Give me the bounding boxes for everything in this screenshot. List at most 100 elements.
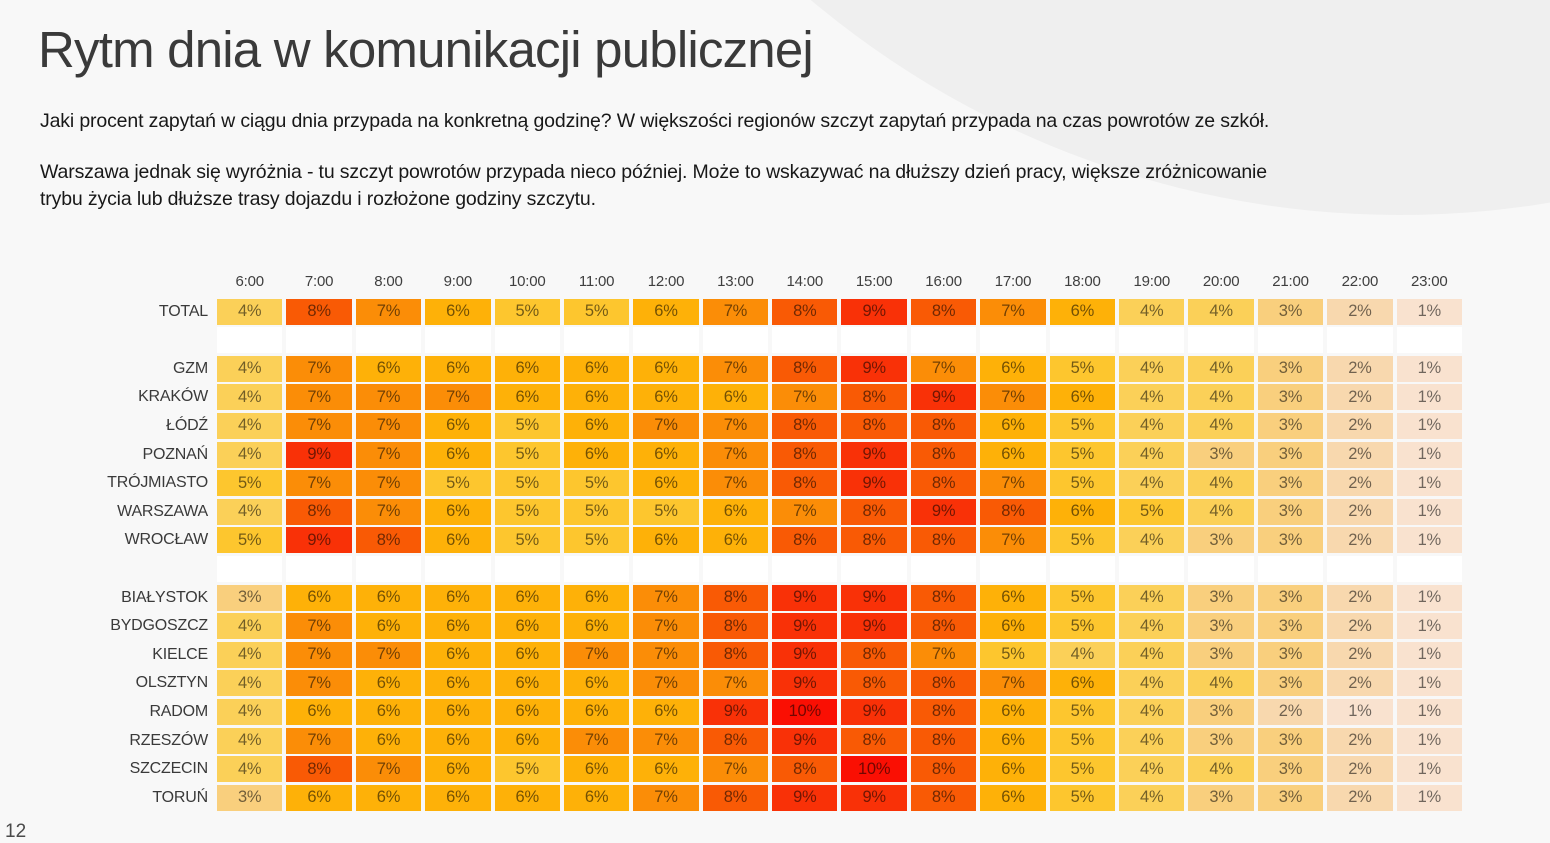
heatmap-cell: 4% — [1188, 756, 1254, 783]
heatmap-cell: 6% — [494, 355, 560, 382]
group-spacer-cell — [563, 327, 630, 354]
heatmap-cell: 9% — [772, 641, 838, 668]
column-header: 20:00 — [1202, 273, 1240, 290]
heatmap-cell: 3% — [1188, 727, 1254, 754]
heatmap-cell: 7% — [980, 298, 1046, 325]
heatmap-cell: 8% — [841, 641, 907, 668]
heatmap-cell: 8% — [772, 441, 838, 468]
heatmap-cell: 4% — [217, 384, 283, 411]
heatmap-cell: 5% — [1049, 727, 1116, 754]
heatmap-cell: 7% — [286, 384, 352, 411]
heatmap-cell: 5% — [563, 470, 630, 497]
column-header: 10:00 — [508, 273, 546, 290]
heatmap-cell: 7% — [910, 355, 977, 382]
heatmap-cell: 8% — [910, 527, 977, 554]
heatmap-cell: 6% — [633, 441, 699, 468]
heatmap-cell: 6% — [563, 670, 630, 697]
heatmap-cell: 6% — [633, 756, 699, 783]
heatmap-cell: 6% — [425, 441, 491, 468]
heatmap-cell: 5% — [563, 298, 630, 325]
row-label: KIELCE — [152, 645, 208, 663]
heatmap-cell: 9% — [841, 584, 907, 611]
heatmap-cell: 8% — [841, 670, 907, 697]
heatmap-cell: 6% — [702, 384, 769, 411]
heatmap-cell: 3% — [1188, 698, 1254, 725]
group-spacer-cell — [286, 327, 352, 354]
heatmap-cell: 6% — [425, 527, 491, 554]
heatmap-cell: 8% — [286, 756, 352, 783]
heatmap-cell: 8% — [910, 441, 977, 468]
heatmap-cell: 9% — [841, 298, 907, 325]
heatmap-cell: 3% — [1188, 527, 1254, 554]
heatmap-cell: 5% — [1049, 584, 1116, 611]
heatmap-cell: 6% — [633, 384, 699, 411]
group-spacer-cell — [1049, 555, 1116, 582]
heatmap-cell: 7% — [772, 384, 838, 411]
heatmap-cell: 6% — [494, 613, 560, 640]
heatmap-cell: 7% — [633, 784, 699, 811]
heatmap-cell: 9% — [702, 698, 769, 725]
group-spacer-cell — [425, 555, 491, 582]
heatmap-cell: 8% — [355, 527, 422, 554]
heatmap-cell: 4% — [1188, 355, 1254, 382]
heatmap-cell: 7% — [702, 355, 769, 382]
heatmap-cell: 6% — [286, 698, 352, 725]
row-label: ŁÓDŹ — [166, 416, 208, 434]
heatmap-cell: 9% — [841, 784, 907, 811]
group-spacer-cell — [494, 555, 560, 582]
heatmap-cell: 9% — [841, 355, 907, 382]
heatmap-cell: 7% — [980, 670, 1046, 697]
heatmap-cell: 1% — [1396, 298, 1462, 325]
group-spacer-cell — [563, 555, 630, 582]
heatmap-cell: 6% — [494, 641, 560, 668]
heatmap-cell: 6% — [494, 727, 560, 754]
heatmap-cell: 7% — [702, 412, 769, 439]
heatmap-cell: 7% — [980, 384, 1046, 411]
heatmap-cell: 7% — [980, 470, 1046, 497]
heatmap-cell: 2% — [1327, 384, 1393, 411]
heatmap-cell: 4% — [1188, 670, 1254, 697]
heatmap-cell: 4% — [1119, 412, 1185, 439]
heatmap-cell: 3% — [1257, 470, 1324, 497]
heatmap-cell: 7% — [355, 298, 422, 325]
heatmap-cell: 4% — [1188, 412, 1254, 439]
row-label: KRAKÓW — [138, 388, 208, 406]
heatmap-cell: 5% — [563, 498, 630, 525]
heatmap-cell: 6% — [286, 584, 352, 611]
heatmap-cell: 6% — [355, 584, 422, 611]
heatmap-cell: 6% — [425, 298, 491, 325]
heatmap-cell: 9% — [772, 670, 838, 697]
heatmap-cell: 6% — [425, 412, 491, 439]
heatmap-cell: 6% — [980, 727, 1046, 754]
heatmap-cell: 8% — [980, 498, 1046, 525]
heatmap-cell: 8% — [702, 727, 769, 754]
heatmap-cell: 3% — [1257, 412, 1324, 439]
heatmap-cell: 7% — [355, 756, 422, 783]
group-spacer-cell — [1049, 327, 1116, 354]
group-spacer-cell — [1188, 555, 1254, 582]
heatmap-cell: 3% — [1257, 441, 1324, 468]
group-spacer-cell — [772, 555, 838, 582]
heatmap-cell: 9% — [841, 470, 907, 497]
heatmap-cell: 7% — [633, 412, 699, 439]
heatmap-cell: 5% — [1049, 698, 1116, 725]
heatmap-cell: 10% — [772, 698, 838, 725]
heatmap-cell: 6% — [633, 470, 699, 497]
group-spacer-cell — [1327, 327, 1393, 354]
heatmap-cell: 8% — [702, 584, 769, 611]
heatmap-cell: 4% — [1188, 498, 1254, 525]
heatmap-cell: 4% — [1119, 470, 1185, 497]
heatmap-cell: 2% — [1327, 527, 1393, 554]
heatmap-cell: 2% — [1327, 670, 1393, 697]
heatmap-cell: 6% — [563, 412, 630, 439]
heatmap-cell: 2% — [1327, 756, 1393, 783]
heatmap-cell: 7% — [355, 470, 422, 497]
heatmap-cell: 4% — [1119, 355, 1185, 382]
heatmap-cell: 6% — [494, 784, 560, 811]
row-label: POZNAŃ — [142, 445, 209, 463]
heatmap-cell: 7% — [286, 470, 352, 497]
heatmap-cell: 8% — [910, 470, 977, 497]
heatmap-cell: 4% — [1188, 470, 1254, 497]
heatmap-cell: 8% — [910, 298, 977, 325]
group-spacer-cell — [425, 327, 491, 354]
